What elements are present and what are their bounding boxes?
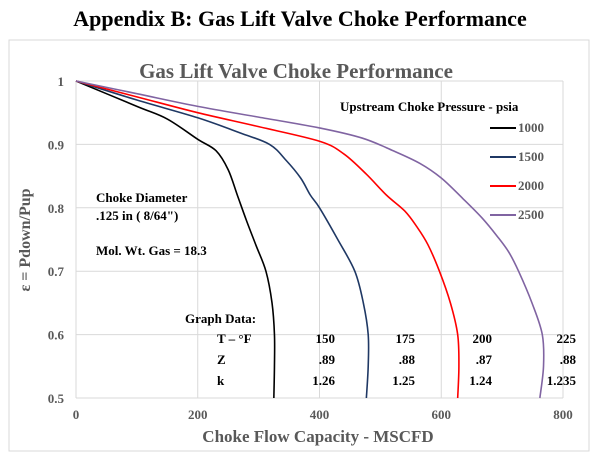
table-row-label: T – °F <box>217 331 252 346</box>
x-tick-label: 800 <box>553 407 573 422</box>
table-cell: 225 <box>557 331 577 346</box>
table-cell: 175 <box>396 331 416 346</box>
legend-title: Upstream Choke Pressure - psia <box>340 99 519 114</box>
chart-title: Gas Lift Valve Choke Performance <box>139 59 453 83</box>
x-axis-label: Choke Flow Capacity - MSCFD <box>202 427 433 446</box>
legend: 1000 1500 2000 2500 <box>490 120 544 222</box>
choke-diameter-value: .125 in ( 8/64") <box>96 208 178 223</box>
legend-label-1500: 1500 <box>518 149 544 164</box>
y-axis-label: ε = Pdown/Pup <box>17 188 34 291</box>
table-cell: 1.26 <box>312 373 335 388</box>
tick-labels: 0 200 400 600 800 0.5 0.6 0.7 0.8 0.9 1 <box>48 74 573 422</box>
table-cell: 1.235 <box>547 373 577 388</box>
x-tick-label: 200 <box>188 407 208 422</box>
y-tick-label: 0.5 <box>48 391 65 406</box>
graph-data-table: T – °F Zk 150 .89 1.26 175 .88 1.25 200 .87 1.24 22… <box>217 331 577 388</box>
legend-label-1000: 1000 <box>518 120 544 135</box>
table-cell: 1.24 <box>469 373 492 388</box>
series-line-1500 <box>75 80 370 399</box>
y-tick-label: 0.7 <box>48 264 65 279</box>
legend-label-2500: 2500 <box>518 207 544 222</box>
table-cell: .88 <box>560 352 577 367</box>
chart-border <box>8 39 590 452</box>
table-cell: .89 <box>319 352 336 367</box>
series-line-2500 <box>75 80 545 399</box>
mol-wt-annotation: Mol. Wt. Gas = 18.3 <box>96 243 207 258</box>
series-lines <box>75 80 545 399</box>
x-tick-label: 600 <box>432 407 452 422</box>
table-cell: .87 <box>476 352 493 367</box>
gridlines <box>75 80 564 399</box>
series-line-2000 <box>75 80 460 399</box>
table-cell: .88 <box>399 352 416 367</box>
graph-data-title: Graph Data: <box>185 311 256 326</box>
y-tick-label: 0.9 <box>48 137 65 152</box>
y-tick-label: 0.6 <box>48 328 65 343</box>
y-tick-label: 1 <box>58 74 65 89</box>
x-tick-label: 400 <box>310 407 330 422</box>
page-title: Appendix B: Gas Lift Valve Choke Perform… <box>73 6 527 31</box>
choke-diameter-label: Choke Diameter <box>96 190 188 205</box>
table-row-label: k <box>217 373 225 388</box>
x-tick-label: 0 <box>73 407 80 422</box>
y-tick-label: 0.8 <box>48 201 65 216</box>
table-row-label: Z <box>217 352 226 367</box>
table-cell: 150 <box>316 331 336 346</box>
series-line-1000 <box>75 80 276 399</box>
table-cell: 1.25 <box>392 373 415 388</box>
legend-label-2000: 2000 <box>518 178 544 193</box>
table-cell: 200 <box>473 331 493 346</box>
